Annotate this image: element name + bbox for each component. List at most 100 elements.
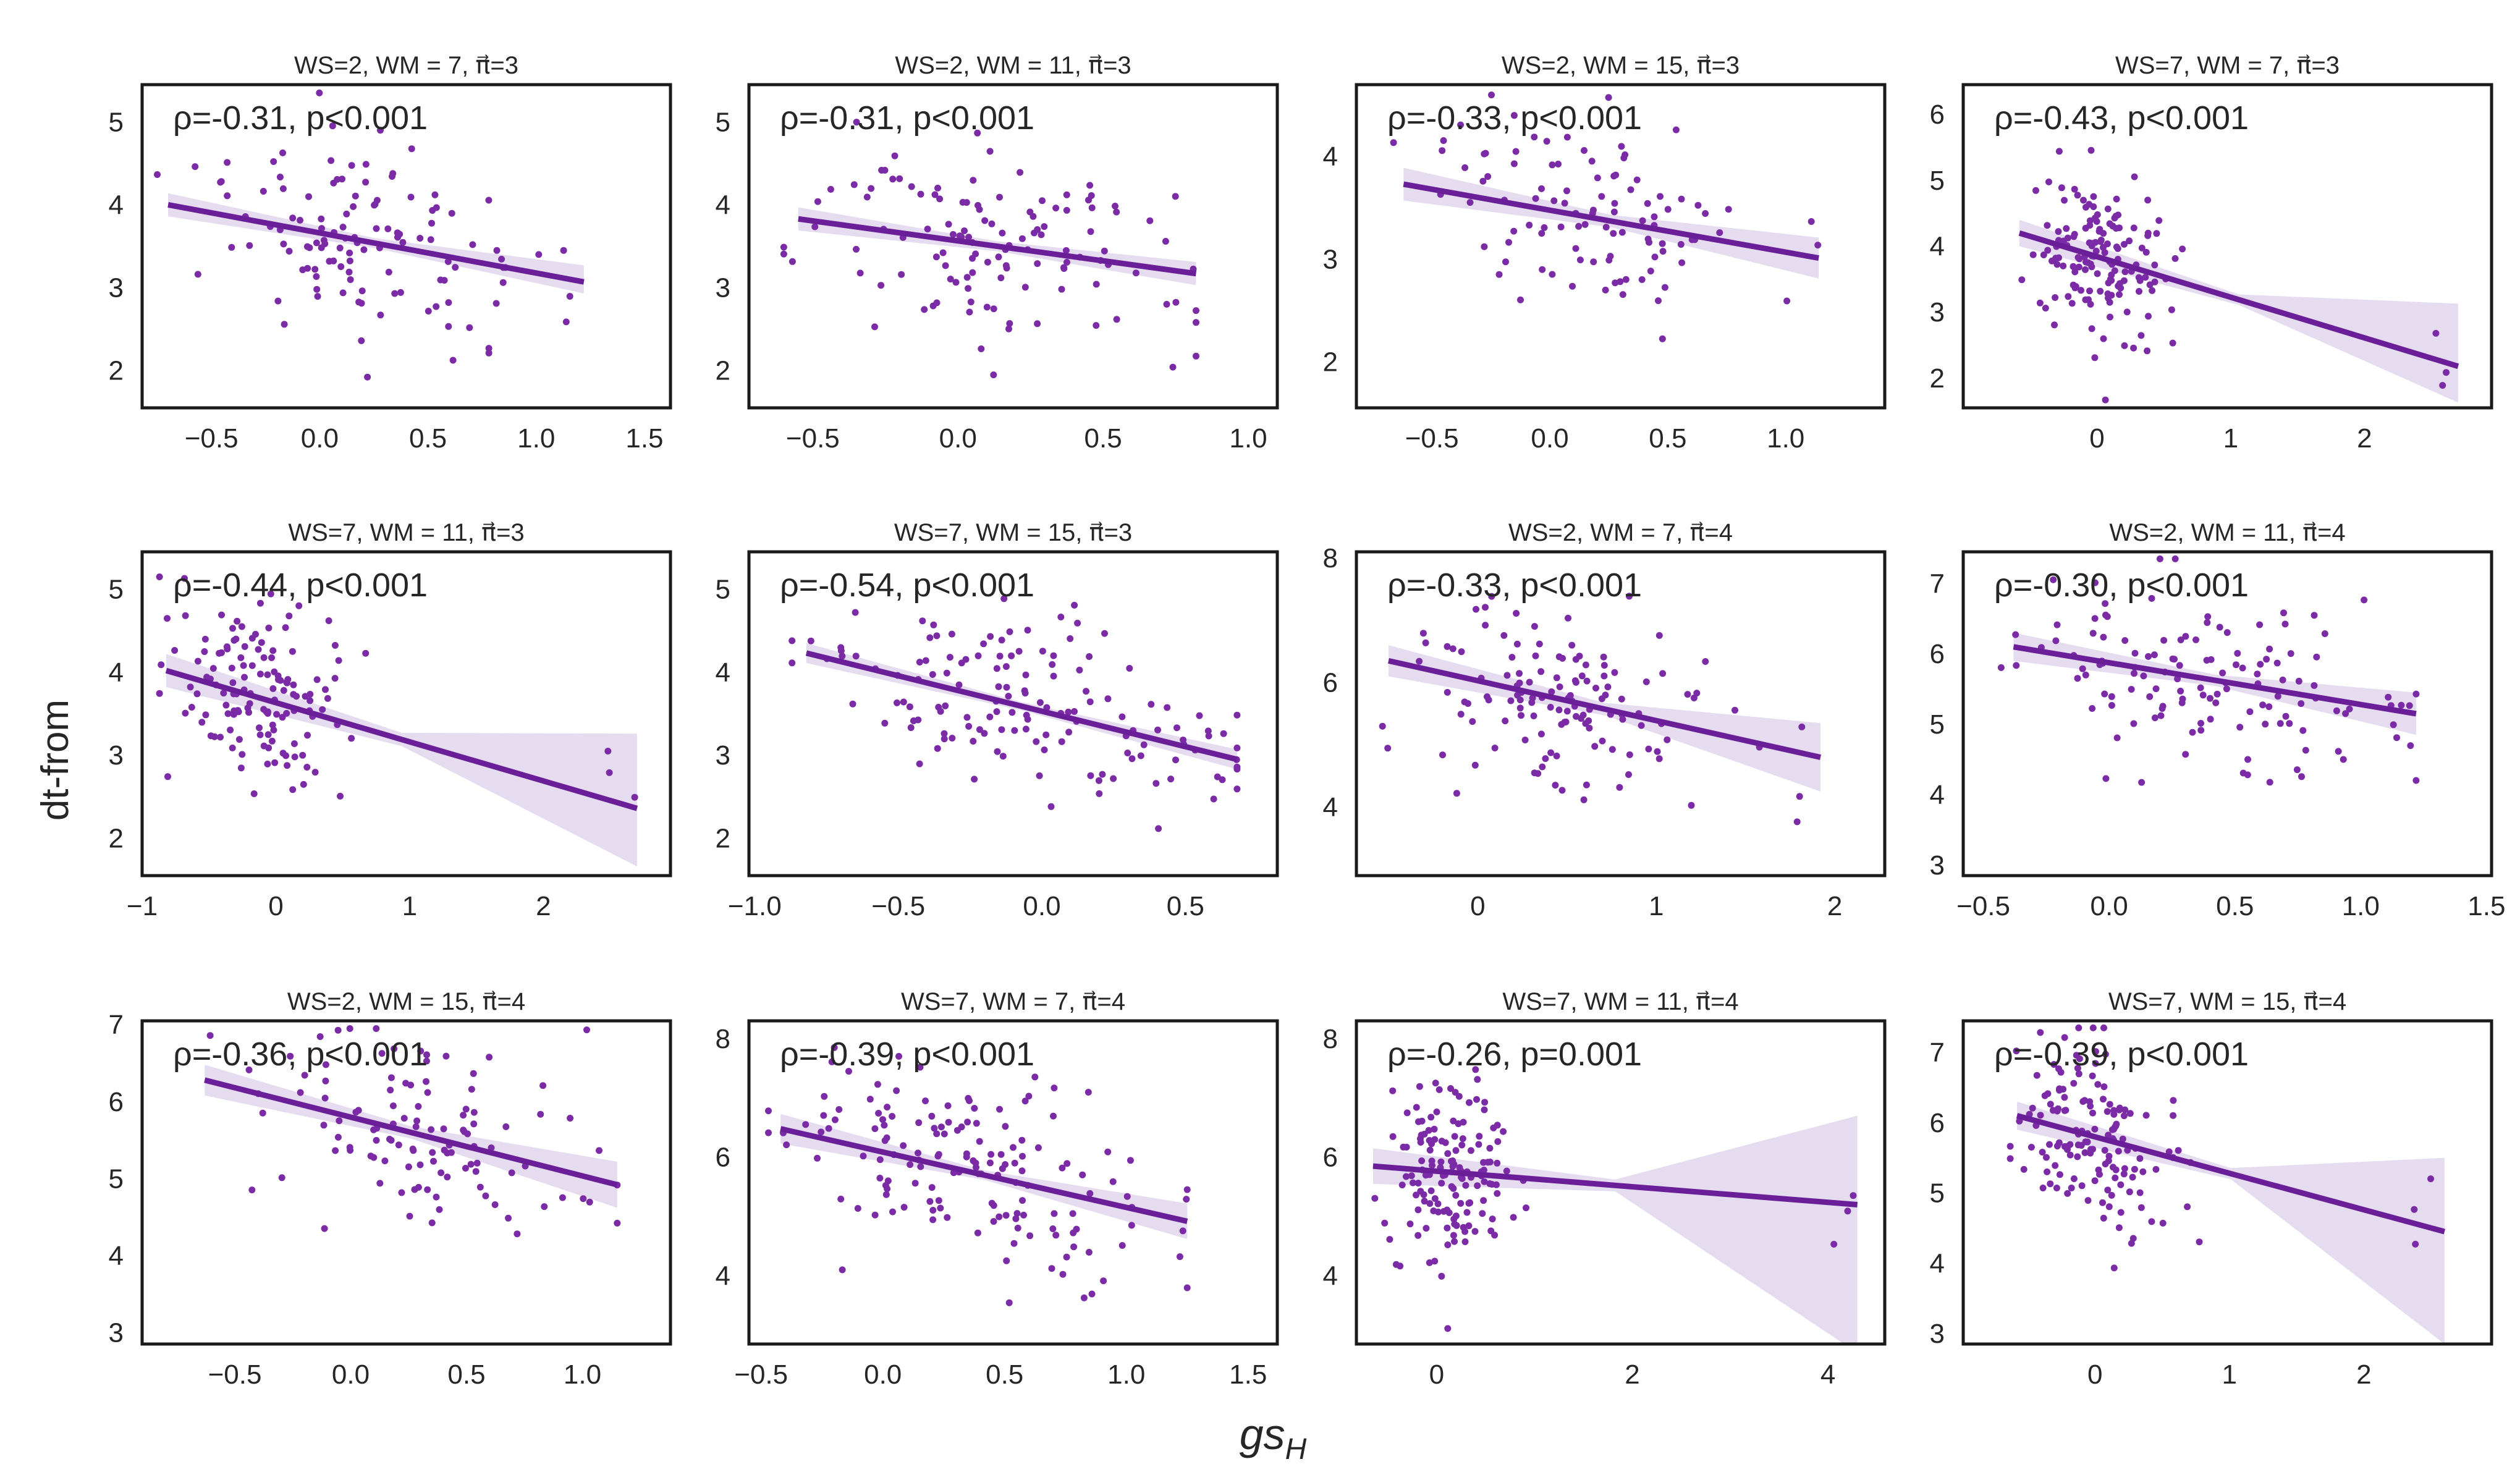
data-point [2092,247,2100,255]
data-point [930,621,937,628]
data-point [187,683,194,691]
data-point [789,258,796,265]
data-point [2244,756,2251,763]
data-point [367,1152,374,1160]
data-point [1561,719,1568,726]
data-point [1026,1232,1034,1240]
data-point [415,1103,422,1110]
correlation-annotation: ρ=-0.36, p<0.001 [173,1036,428,1073]
data-point [1510,1214,1517,1221]
data-point [2254,670,2261,678]
data-point [1100,1277,1107,1285]
data-point [2092,239,2099,246]
data-point [2027,1144,2035,1151]
x-tick-label: 0 [2089,423,2104,454]
data-point [562,318,570,326]
data-point [337,792,344,800]
confidence-band [1389,645,1820,792]
data-point [1123,1193,1131,1200]
y-tick-label: 3 [109,740,124,771]
plot-area [789,595,1241,832]
data-point [1137,752,1144,759]
panel-frame [1961,1019,2493,1346]
data-point [1518,712,1524,719]
data-point [2169,339,2176,347]
data-point [405,1163,412,1170]
data-point [1541,224,1548,231]
data-point [2055,1139,2063,1146]
data-point [1580,796,1588,803]
panel-frame [1355,83,1887,410]
data-point [1022,671,1030,679]
data-point [287,1052,294,1060]
data-point [2075,1024,2082,1031]
y-tick-label: 3 [716,740,730,771]
data-point [2036,299,2044,307]
data-point [1455,1120,1462,1127]
data-point [158,661,165,669]
data-point [1444,643,1451,650]
data-point [239,751,246,758]
data-point [1422,639,1429,646]
data-point [1057,614,1065,620]
data-point [1052,205,1060,212]
data-point [164,773,171,780]
plot-area [2006,1024,2446,1344]
data-point [2089,705,2096,712]
data-point [975,201,981,209]
data-point [1494,1138,1502,1145]
data-point [1022,725,1030,733]
data-point [1510,227,1518,235]
data-point [981,217,989,224]
data-point [2136,288,2142,295]
data-point [949,735,956,742]
panel-title: WS=7, WM = 11, π⃗=4 [1502,988,1738,1015]
data-point [1447,1085,1454,1092]
data-point [2116,291,2123,298]
y-tick-label: 3 [1323,244,1338,274]
data-point [427,236,434,243]
data-point [906,703,913,711]
data-point [1590,258,1597,266]
data-point [290,681,297,688]
y-tick-label: 2 [1930,363,1945,394]
data-point [1659,240,1666,247]
data-point [1476,1133,1483,1140]
data-point [1553,752,1560,759]
data-point [2061,197,2068,204]
data-point [874,1081,881,1088]
data-point [300,780,307,788]
plot-area [156,573,638,867]
data-point [1204,727,1212,735]
data-point [2128,686,2135,693]
data-point [182,612,189,619]
data-point [299,266,307,274]
data-point [350,203,357,210]
x-tick-label: 0.0 [1023,891,1060,921]
data-point [1490,1124,1497,1131]
data-point [1463,1209,1471,1216]
data-point [220,690,227,697]
data-point [164,615,171,622]
data-point [2196,1238,2203,1246]
data-point [269,647,277,654]
data-point [1487,1159,1494,1165]
confidence-band [2013,633,2416,735]
data-point [1086,182,1094,189]
data-point [2120,240,2128,248]
data-point [1547,704,1554,711]
data-point [444,1173,451,1181]
data-point [224,159,231,166]
data-point [1085,197,1092,204]
data-point [343,210,350,218]
data-point [997,274,1005,282]
data-point [1538,230,1545,237]
data-point [2139,1168,2147,1175]
data-point [900,1142,907,1149]
x-tick-label: 0.5 [409,423,447,454]
data-point [993,708,1000,716]
data-point [881,1122,888,1129]
data-point [814,198,821,205]
y-tick-label: 3 [109,1317,124,1348]
data-point [476,1183,484,1191]
